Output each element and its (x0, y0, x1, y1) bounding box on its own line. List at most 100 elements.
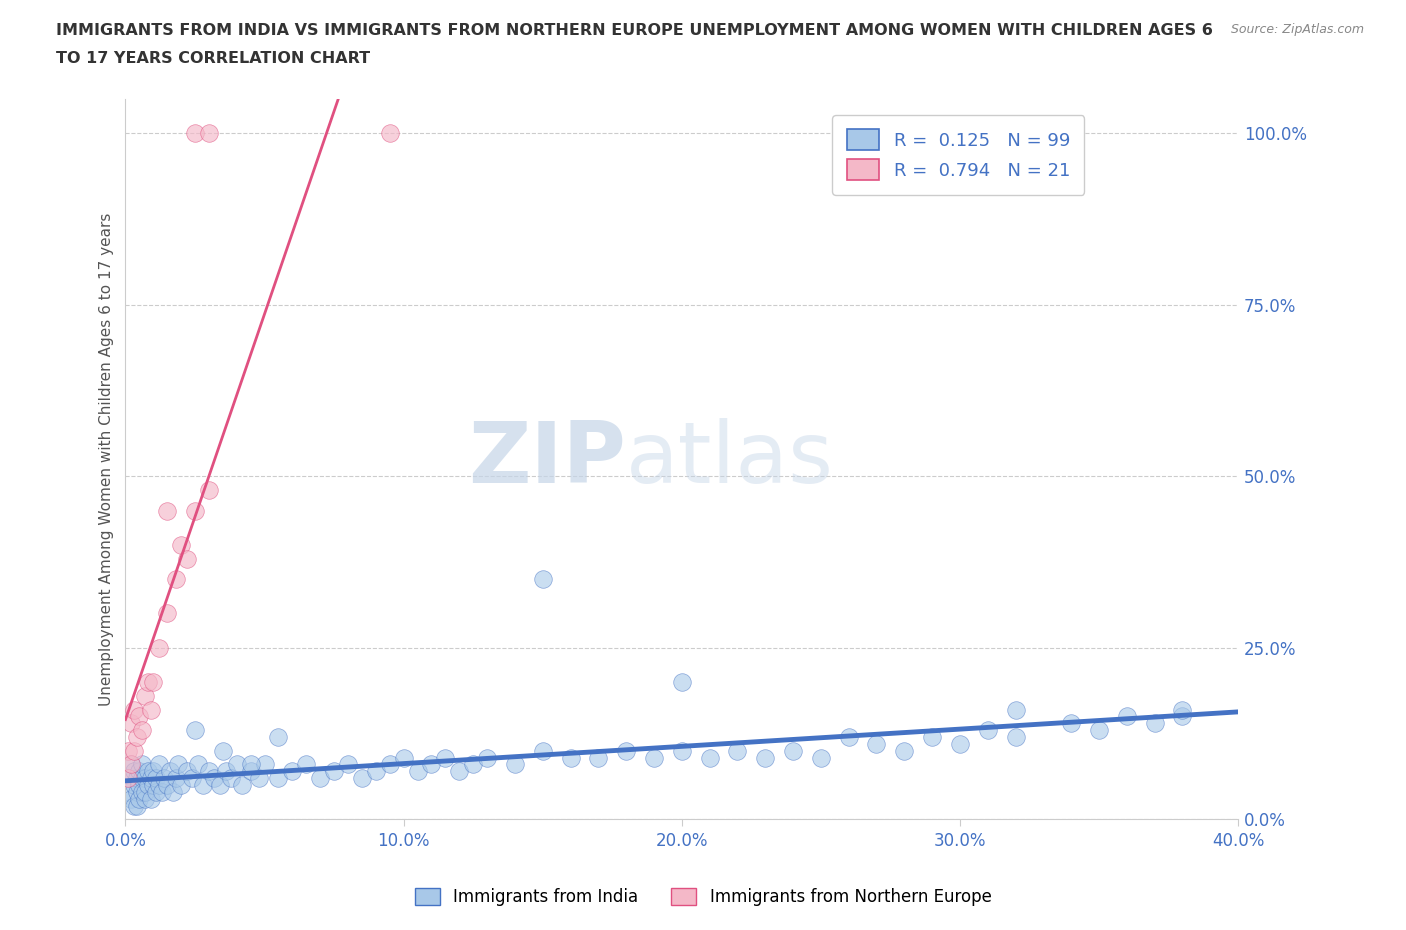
Point (136, 777, 159, 792)
Point (176, 551, 198, 566)
Point (184, 503, 207, 518)
Point (170, 777, 193, 792)
Point (148, 777, 170, 792)
Point (122, 702, 145, 717)
Point (128, 791, 150, 806)
Point (184, 723, 207, 737)
Point (323, 764, 346, 778)
Point (671, 674, 693, 689)
Point (378, 126, 401, 140)
Point (531, 743, 554, 758)
Point (125, 785, 148, 800)
Point (139, 771, 162, 786)
Point (159, 764, 181, 778)
Point (120, 716, 142, 731)
Point (167, 757, 190, 772)
Point (184, 126, 207, 140)
Text: TO 17 YEARS CORRELATION CHART: TO 17 YEARS CORRELATION CHART (56, 51, 370, 66)
Point (531, 572, 554, 587)
Point (1060, 716, 1083, 731)
Text: Source: ZipAtlas.com: Source: ZipAtlas.com (1230, 23, 1364, 36)
Point (267, 730, 290, 745)
Text: atlas: atlas (626, 418, 834, 500)
Text: IMMIGRANTS FROM INDIA VS IMMIGRANTS FROM NORTHERN EUROPE UNEMPLOYMENT AMONG WOME: IMMIGRANTS FROM INDIA VS IMMIGRANTS FROM… (56, 23, 1213, 38)
Point (239, 757, 262, 772)
Point (198, 483, 221, 498)
Point (921, 730, 943, 745)
Point (156, 777, 179, 792)
Legend: Immigrants from India, Immigrants from Northern Europe: Immigrants from India, Immigrants from N… (408, 881, 998, 912)
Point (1115, 709, 1137, 724)
Point (977, 723, 1000, 737)
Point (1004, 730, 1026, 745)
Point (463, 757, 485, 772)
Point (209, 777, 232, 792)
Point (134, 791, 156, 806)
Point (148, 641, 170, 656)
Point (392, 751, 415, 765)
Point (120, 757, 142, 772)
Point (475, 751, 498, 765)
Point (142, 777, 165, 792)
Point (614, 743, 637, 758)
Point (211, 743, 233, 758)
Point (309, 771, 332, 786)
Point (782, 743, 804, 758)
Point (1171, 709, 1194, 724)
Point (337, 757, 360, 772)
Point (434, 751, 457, 765)
Text: ZIP: ZIP (468, 418, 626, 500)
Point (128, 777, 150, 792)
Point (865, 737, 887, 751)
Point (267, 771, 290, 786)
Point (139, 791, 162, 806)
Point (725, 743, 748, 758)
Point (117, 785, 139, 800)
Point (378, 757, 401, 772)
Point (125, 798, 148, 813)
Point (145, 771, 167, 786)
Y-axis label: Unemployment Among Women with Children Ages 6 to 17 years: Unemployment Among Women with Children A… (100, 212, 114, 706)
Point (838, 730, 860, 745)
Point (165, 572, 187, 587)
Point (1088, 723, 1111, 737)
Point (671, 743, 693, 758)
Point (131, 757, 153, 772)
Point (503, 757, 526, 772)
Point (150, 785, 173, 800)
Point (225, 757, 247, 772)
Point (165, 771, 187, 786)
Point (193, 777, 215, 792)
Point (142, 764, 165, 778)
Point (120, 757, 142, 772)
Legend: R =  0.125   N = 99, R =  0.794   N = 21: R = 0.125 N = 99, R = 0.794 N = 21 (832, 115, 1084, 194)
Point (145, 785, 167, 800)
Point (134, 785, 156, 800)
Point (350, 771, 373, 786)
Point (136, 674, 159, 689)
Point (754, 751, 776, 765)
Point (148, 757, 170, 772)
Point (219, 771, 242, 786)
Point (122, 764, 145, 778)
Point (117, 771, 139, 786)
Point (136, 764, 159, 778)
Point (176, 764, 198, 778)
Point (134, 771, 156, 786)
Point (239, 764, 262, 778)
Point (142, 674, 165, 689)
Point (560, 751, 582, 765)
Point (893, 743, 915, 758)
Point (131, 771, 153, 786)
Point (162, 785, 184, 800)
Point (198, 764, 221, 778)
Point (122, 777, 145, 792)
Point (181, 771, 204, 786)
Point (281, 764, 304, 778)
Point (198, 126, 221, 140)
Point (117, 771, 139, 786)
Point (699, 751, 721, 765)
Point (134, 688, 156, 703)
Point (406, 764, 429, 778)
Point (253, 757, 276, 772)
